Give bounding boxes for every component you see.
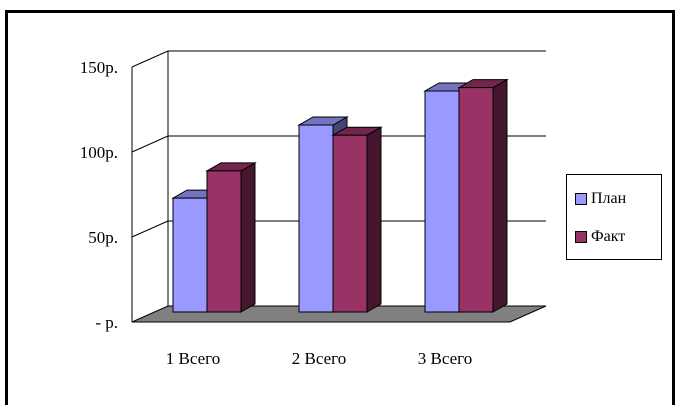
y-tick-label-1: 100р. (80, 143, 118, 162)
bar-fact-3 (457, 78, 509, 313)
bar-fact-2 (331, 126, 383, 313)
y-tick-label-0: 150р. (80, 58, 118, 77)
legend-swatch-fact (575, 231, 587, 243)
x-tick-label-3: 3 Всего (418, 349, 472, 368)
bar-fact-1 (205, 162, 257, 313)
legend-item-fact: Факт (575, 227, 625, 247)
legend-swatch-plan (575, 193, 587, 205)
x-tick-label-2: 2 Всего (292, 349, 346, 368)
gridline-side-2 (131, 220, 169, 238)
legend-label-plan: План (591, 190, 627, 207)
x-tick-label-1: 1 Всего (166, 349, 220, 368)
legend-item-plan: План (575, 189, 626, 209)
y-tick-label-3: - р. (95, 313, 118, 332)
y-tick-label-2: 50р. (88, 228, 118, 247)
gridline-side-0 (131, 50, 169, 68)
gridline-side-1 (131, 135, 169, 153)
legend-label-fact: Факт (591, 228, 626, 245)
chart-legend: План Факт (566, 174, 662, 260)
